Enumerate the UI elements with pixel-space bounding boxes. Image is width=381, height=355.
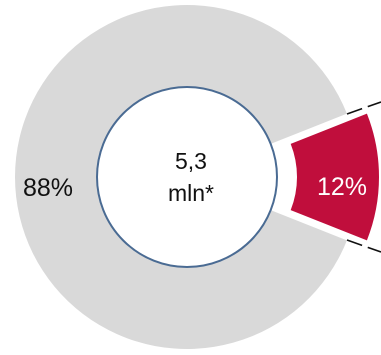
connector-line-bottom	[346, 239, 381, 253]
slice-88-percent	[15, 4, 347, 349]
center-label-value: 5,3	[175, 148, 207, 174]
center-label-unit: mln*	[168, 180, 214, 206]
slice-12-percent	[290, 113, 380, 241]
slice-label-88: 88%	[23, 174, 73, 202]
donut-center-circle	[96, 86, 278, 268]
connector-line-top	[346, 101, 381, 115]
slice-label-12: 12%	[317, 173, 367, 201]
